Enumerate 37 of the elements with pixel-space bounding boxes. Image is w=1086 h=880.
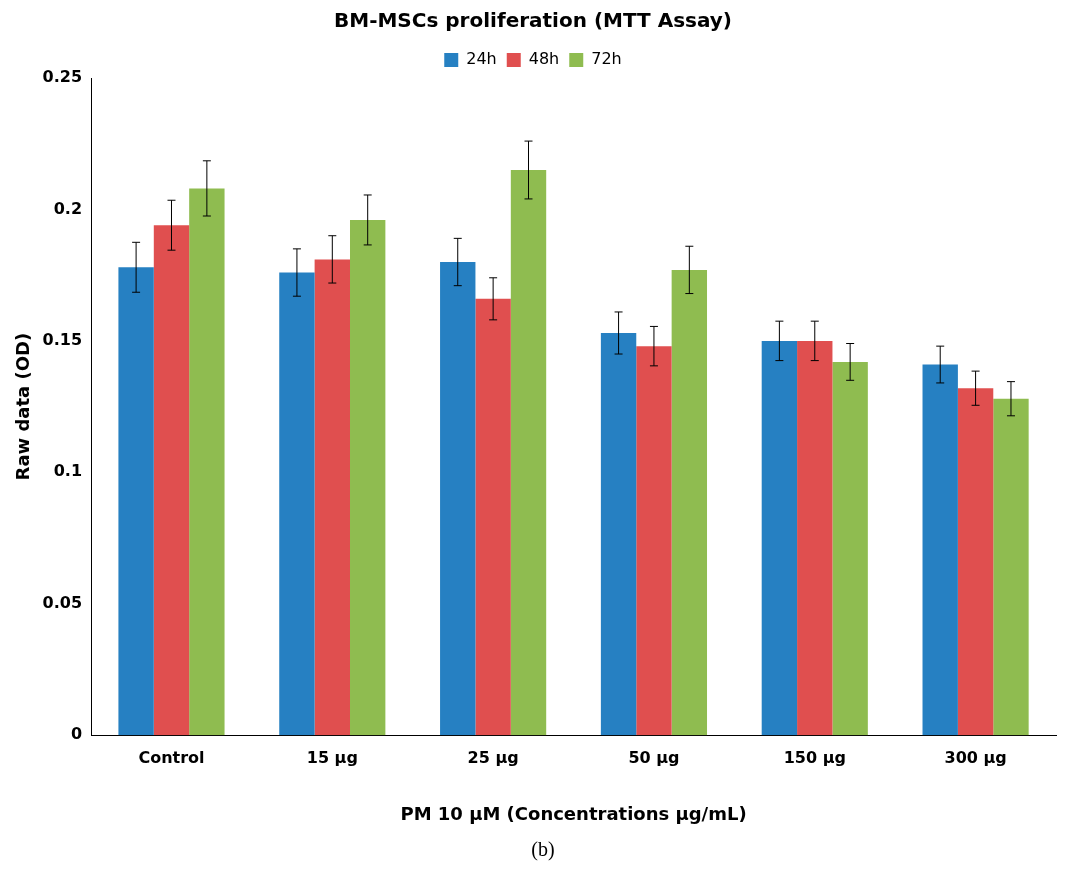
y-tick-label: 0.1 <box>53 461 83 481</box>
bar <box>118 267 154 736</box>
bar <box>600 332 637 736</box>
legend-label: 24h <box>466 49 497 69</box>
y-axis-title: Raw data (OD) <box>12 332 34 481</box>
y-tick-label: 0.2 <box>53 198 83 218</box>
x-tick-label: 15 μg <box>306 747 358 767</box>
bar <box>761 340 798 736</box>
bar <box>475 298 511 736</box>
x-axis-title: PM 10 μM (Concentrations μg/mL) <box>400 802 747 824</box>
bar <box>314 259 350 736</box>
bar <box>153 225 190 736</box>
x-tick-label: Control <box>138 747 205 767</box>
y-tick-label: 0 <box>70 724 83 744</box>
legend-label: 72h <box>591 49 622 69</box>
bar <box>832 361 868 736</box>
chart-title: BM-MSCs proliferation (MTT Assay) <box>333 8 733 33</box>
x-tick-label: 25 μg <box>467 747 519 767</box>
x-tick-label: 150 μg <box>783 747 846 767</box>
bar <box>993 398 1029 736</box>
bar <box>350 219 386 736</box>
x-tick-label: 300 μg <box>944 747 1007 767</box>
y-tick-label: 0.15 <box>42 330 83 350</box>
bar <box>797 340 833 736</box>
bar <box>279 272 315 736</box>
bar <box>636 346 672 736</box>
bar <box>510 170 547 736</box>
text: (b) <box>530 838 556 861</box>
bar <box>440 262 476 736</box>
bar <box>922 364 958 736</box>
bar <box>189 188 225 736</box>
bar <box>957 388 994 736</box>
y-tick-label: 0.05 <box>42 592 83 612</box>
bar <box>671 269 708 736</box>
legend-label: 48h <box>528 49 560 69</box>
y-tick-label: 0.25 <box>42 67 83 87</box>
x-tick-label: 50 μg <box>628 747 680 767</box>
